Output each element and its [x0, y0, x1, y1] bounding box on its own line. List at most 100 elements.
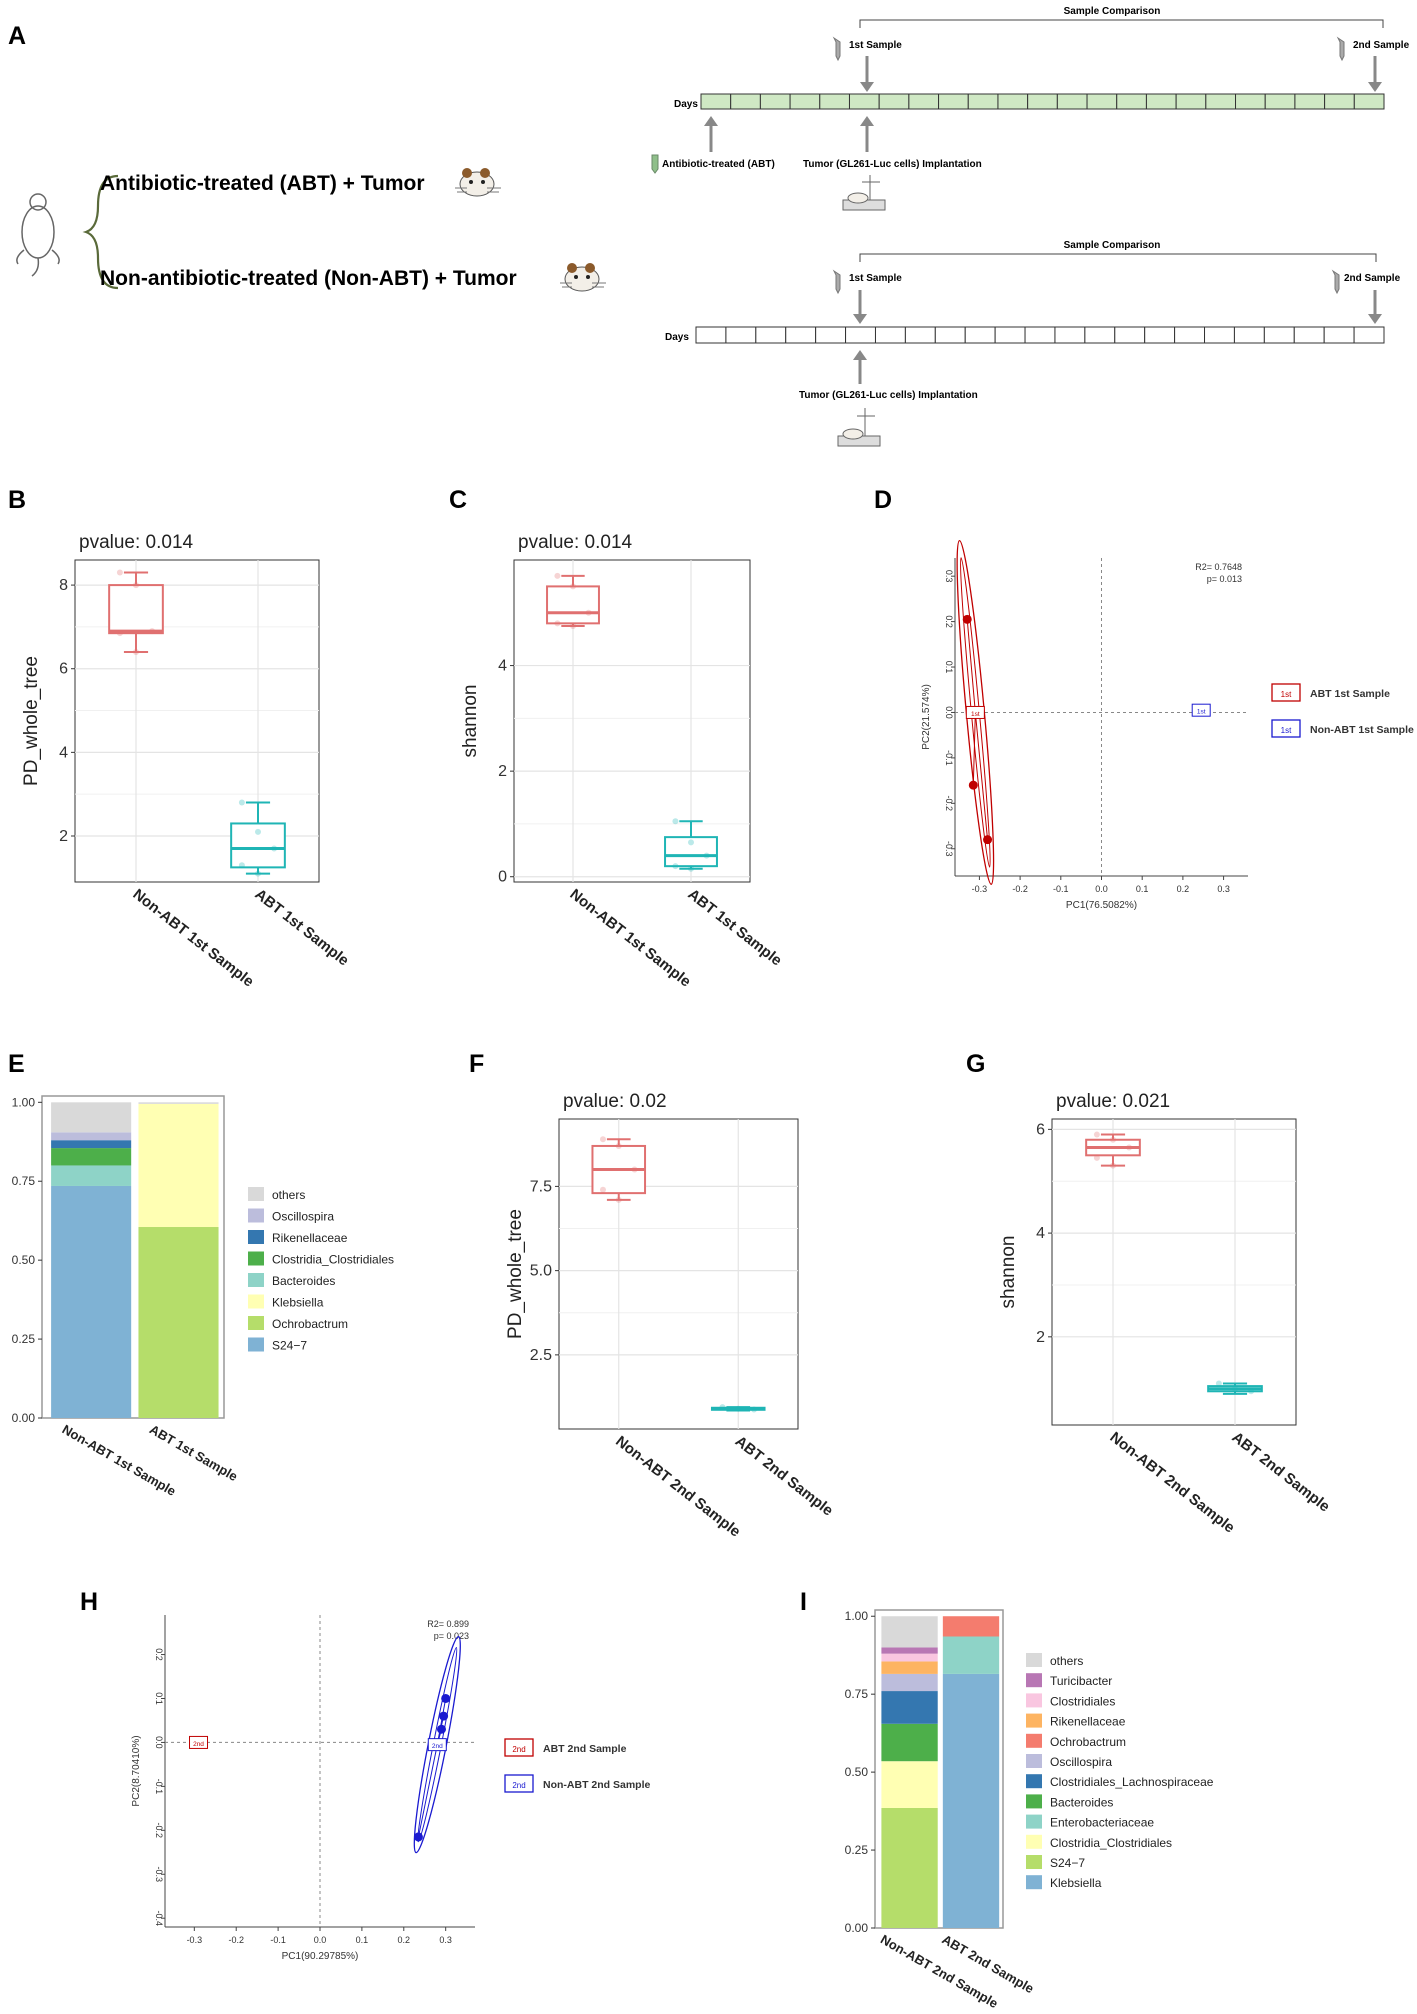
y-tick-label: -0.2 — [154, 1823, 164, 1839]
bar-segment — [942, 1616, 1000, 1637]
legend-swatch — [1026, 1855, 1042, 1869]
stat-r2: R2= 0.899 — [427, 1619, 469, 1629]
data-point — [631, 1166, 638, 1173]
legend-label: Turicibacter — [1050, 1674, 1112, 1688]
stat-r2: R2= 0.7648 — [1195, 562, 1242, 572]
legend-swatch — [1026, 1653, 1042, 1667]
y-tick-label: 0.25 — [12, 1332, 36, 1346]
panel-d-pcoa: -0.3 -0.2 -0.1 0.0 0.1 0.2 0.3 -0.3 -0.2 -0.1 0.0 0… — [921, 539, 1414, 911]
panel-letter-d: D — [874, 486, 892, 514]
day-cell — [1144, 326, 1176, 344]
legend-swatch — [1026, 1673, 1042, 1688]
legend-swatch — [1026, 1733, 1042, 1748]
x-tick-label: 0.1 — [356, 1935, 369, 1945]
data-point — [238, 799, 245, 806]
bar-segment — [942, 1636, 1000, 1674]
data-point — [585, 609, 592, 616]
legend-label: Rikenellaceae — [272, 1231, 348, 1245]
bar-segment — [138, 1103, 219, 1228]
day-cell — [964, 326, 996, 344]
panel-a: Antibiotic-treated (ABT) + Tumor Non-ant… — [16, 6, 1410, 447]
legend-swatch — [1026, 1774, 1042, 1789]
day-cell — [908, 93, 940, 110]
legend-swatch — [1026, 1794, 1042, 1809]
legend-swatch — [1026, 1754, 1042, 1768]
day-cell — [1353, 326, 1385, 344]
data-point — [439, 1711, 449, 1721]
data-point — [962, 614, 972, 624]
antibiotic-vial-icon — [651, 154, 659, 174]
panel-letter-h: H — [80, 1588, 98, 1616]
timeline2-comparison-label: Sample Comparison — [1064, 240, 1161, 251]
x-tick-label: -0.2 — [228, 1935, 244, 1945]
day-cell — [1174, 326, 1206, 344]
panel-letter-e: E — [8, 1050, 25, 1078]
bar-segment — [138, 1102, 219, 1104]
centroid-tag-box — [427, 1738, 447, 1752]
legend-label: others — [272, 1188, 305, 1202]
data-point — [615, 1196, 622, 1203]
pipette-icon — [832, 269, 841, 295]
y-tick-label: 0.00 — [845, 1921, 869, 1935]
day-cell — [934, 326, 966, 344]
legend-label: ABT 1st Sample — [1310, 688, 1390, 700]
plot-frame — [1051, 1118, 1297, 1426]
group-label-non-abt: Non-antibiotic-treated (Non-ABT) + Tumor — [100, 267, 517, 290]
bar-segment — [138, 1227, 219, 1418]
data-point — [1110, 1162, 1116, 1169]
timeline1-comparison-label: Sample Comparison — [1064, 6, 1161, 17]
day-cell — [1145, 93, 1177, 110]
y-tick-label: 0.1 — [154, 1692, 164, 1705]
legend-swatch — [248, 1294, 264, 1309]
legend-swatch — [1026, 1875, 1042, 1890]
data-point — [968, 780, 978, 790]
legend-swatch — [248, 1316, 264, 1330]
spider-line — [972, 712, 976, 786]
legend-label: Clostridia_Clostridiales — [272, 1253, 394, 1267]
bar-segment — [942, 1673, 1000, 1928]
y-tick-label: 5.0 — [530, 1263, 552, 1280]
y-tick-label: -0.3 — [154, 1867, 164, 1883]
pipette-icon — [1336, 36, 1345, 62]
day-cell — [1114, 326, 1146, 344]
legend-label: S24−7 — [272, 1339, 307, 1353]
x-tick-label: -0.1 — [270, 1935, 286, 1945]
y-tick-label: 2.5 — [530, 1347, 552, 1364]
chart-title: pvalue: 0.02 — [563, 1091, 667, 1112]
data-point — [719, 1404, 726, 1411]
data-point — [238, 862, 245, 869]
data-point — [570, 622, 576, 629]
y-tick-label: 0.75 — [12, 1174, 36, 1188]
centroid-tag-box — [965, 705, 985, 719]
y-tick-label: 4 — [498, 658, 507, 675]
legend-swatch — [248, 1273, 264, 1287]
y-tick-label: 0.3 — [944, 570, 954, 583]
data-point — [116, 569, 123, 576]
day-cell — [789, 93, 821, 110]
y-tick-label: 0.00 — [12, 1411, 36, 1425]
day-cell — [1324, 93, 1355, 110]
data-point — [1232, 1385, 1238, 1392]
day-cell — [1175, 93, 1207, 110]
legend-label: Clostridia_Clostridiales — [1050, 1836, 1172, 1850]
x-tick-label: -0.1 — [1053, 884, 1069, 894]
legend-label: Oscillospira — [272, 1210, 334, 1224]
data-point — [1093, 1131, 1100, 1138]
panel-letters: A B C D E F G H I — [8, 22, 985, 1616]
data-point — [672, 818, 679, 825]
panel-letter-a: A — [8, 22, 26, 50]
legend-label: Ochrobactrum — [272, 1317, 348, 1331]
day-cell — [874, 326, 906, 344]
day-cell — [1293, 326, 1325, 344]
data-point — [413, 1832, 423, 1842]
day-cell — [785, 326, 817, 344]
timeline1-comparison-bracket — [859, 19, 1384, 28]
legend-swatch-label: 1st — [1281, 726, 1292, 735]
box-iqr — [230, 822, 286, 869]
day-cell — [1233, 326, 1265, 344]
legend-label: Bacteroides — [1050, 1795, 1113, 1809]
data-point — [1126, 1144, 1133, 1151]
stat-pvalue: p= 0.013 — [1207, 574, 1242, 584]
y-axis-label: shannon — [460, 685, 481, 758]
